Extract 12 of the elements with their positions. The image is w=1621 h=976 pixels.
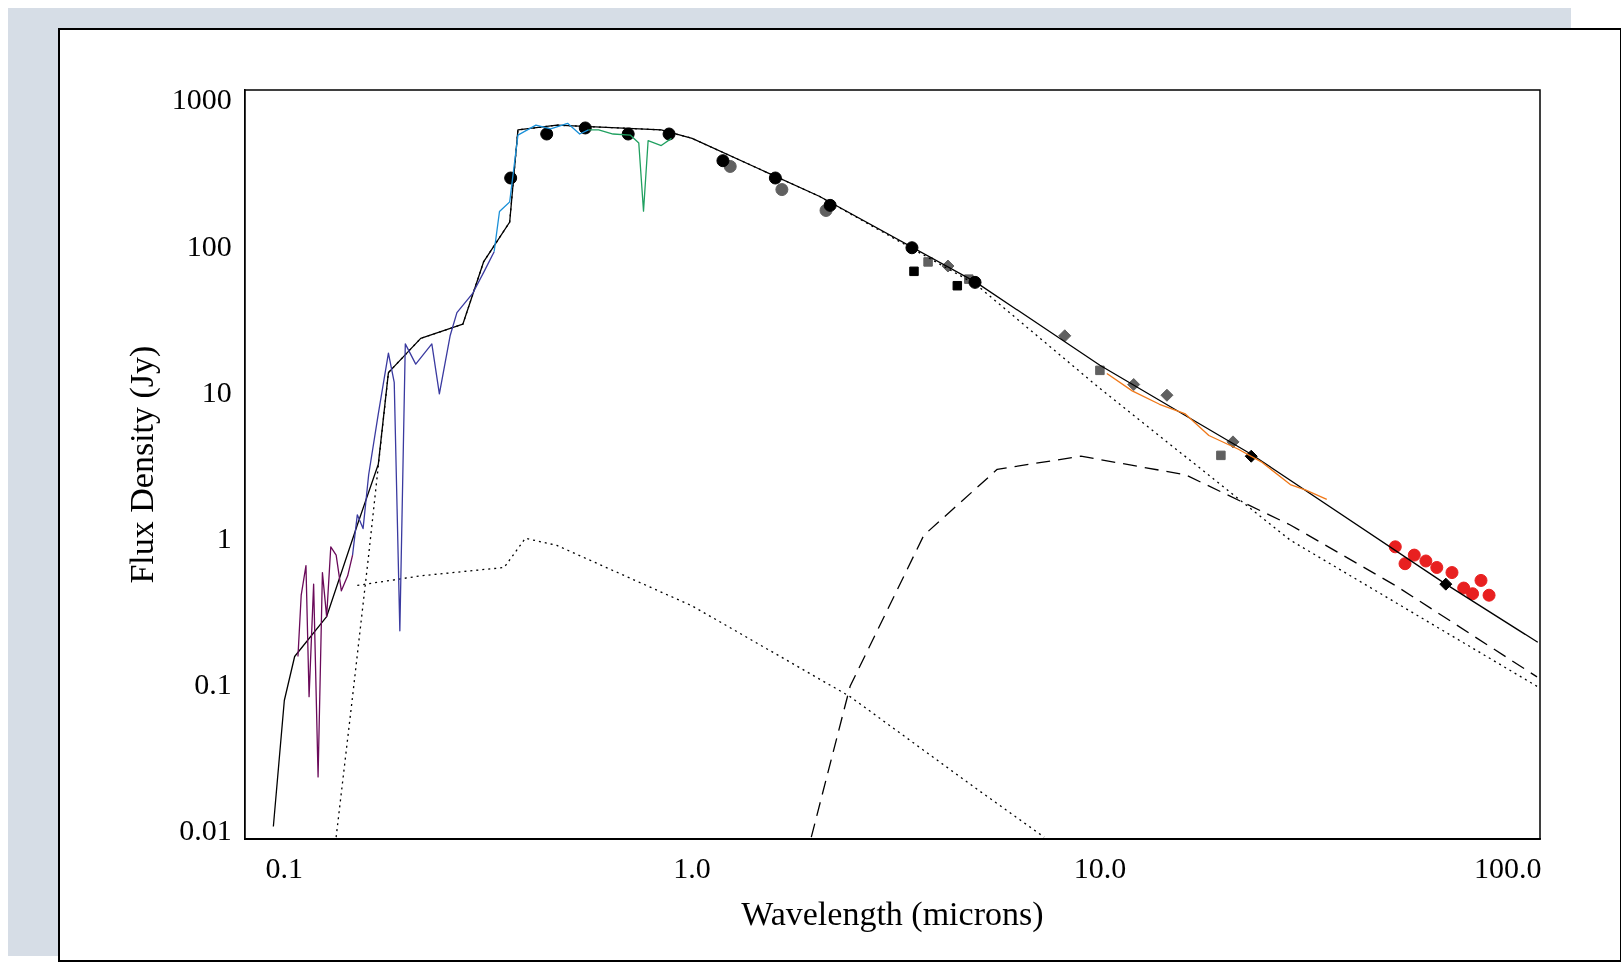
y-tick-label: 0.01 (179, 813, 232, 847)
y-tick-label: 10 (201, 374, 232, 408)
x-tick-label: 0.1 (265, 851, 304, 885)
x-tick-label: 100.0 (1473, 851, 1542, 885)
y-axis-title: Flux Density (Jy) (123, 345, 162, 584)
x-axis-title: Wavelength (microns) (741, 894, 1044, 933)
y-tick-label: 1 (216, 521, 232, 555)
x-tick-label: 1.0 (673, 851, 711, 885)
y-tick-label: 1000 (171, 82, 232, 116)
y-tick-label: 0.1 (194, 667, 232, 701)
y-tick-label: 100 (186, 228, 232, 262)
x-tick-label: 10.0 (1073, 851, 1127, 885)
